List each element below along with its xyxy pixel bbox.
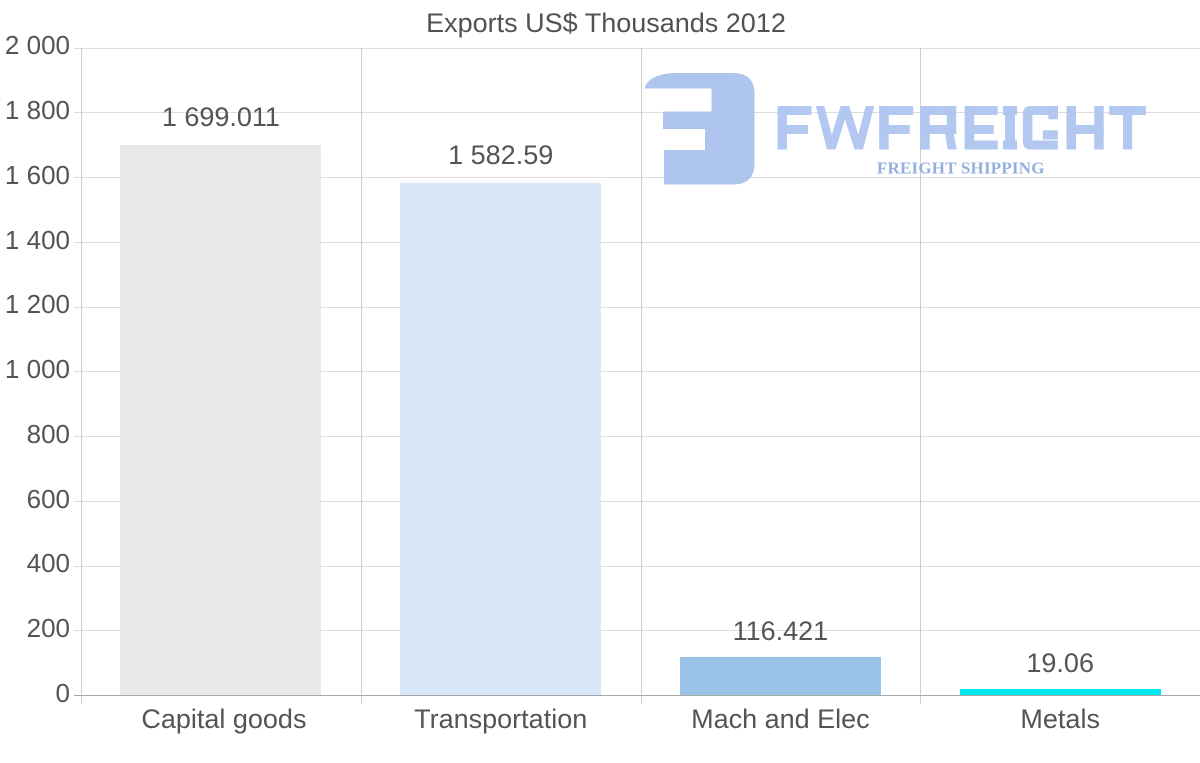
svg-text:FREIGHT SHIPPING: FREIGHT SHIPPING [877, 158, 1045, 177]
